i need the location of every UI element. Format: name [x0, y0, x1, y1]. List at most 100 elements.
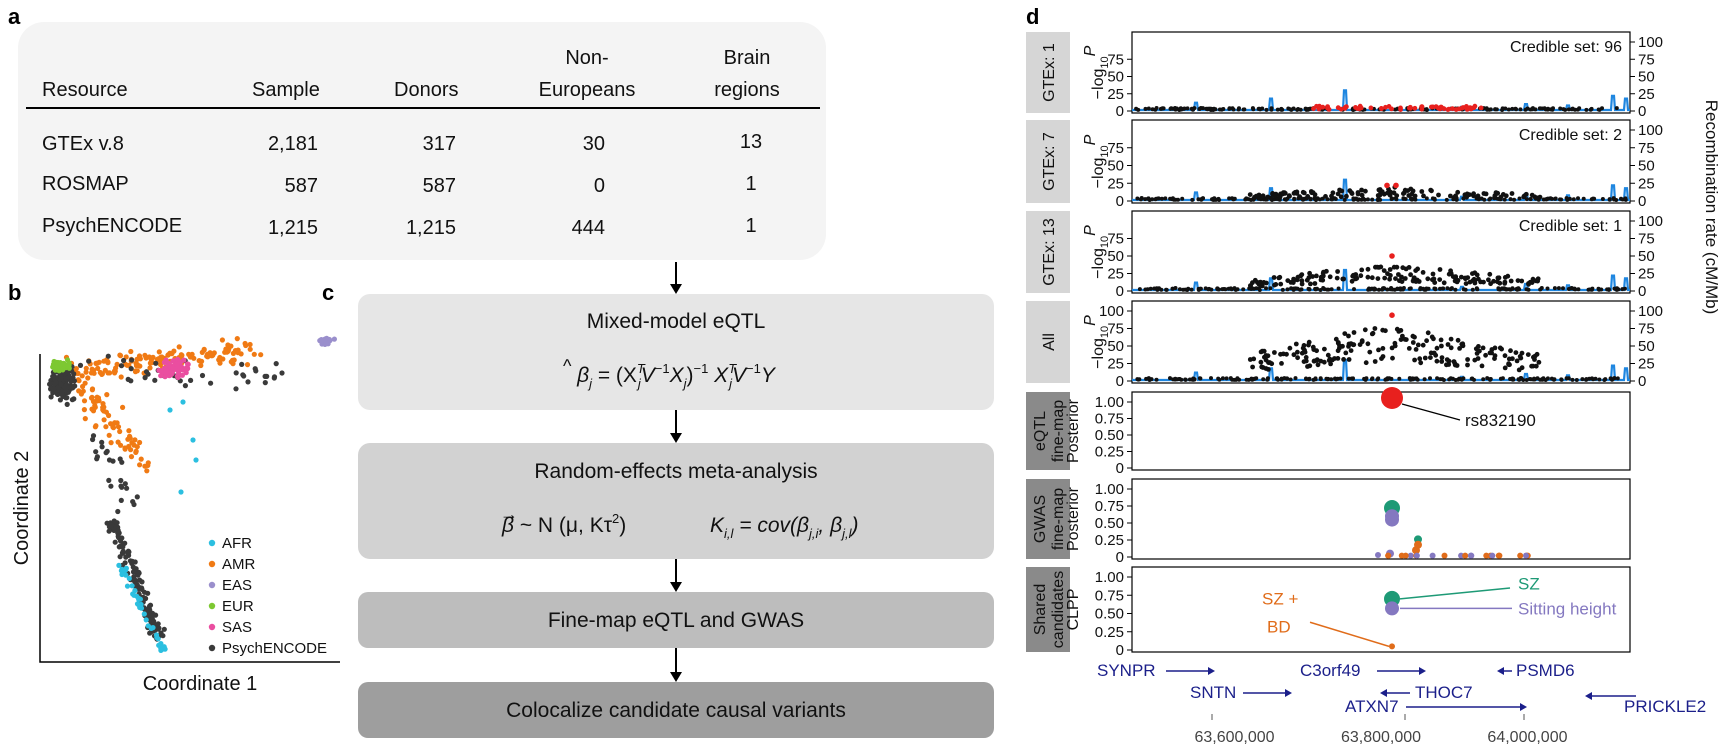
snp-point [1197, 376, 1202, 381]
callout-line-sz [1399, 587, 1511, 600]
snp-point [1260, 106, 1265, 111]
snp-point [1266, 367, 1271, 372]
snp-point [1285, 287, 1290, 292]
snp-point [1272, 193, 1278, 199]
scatter-point [81, 398, 88, 404]
tick-label: 100 [1638, 34, 1663, 51]
scatter-xlabel: Coordinate 1 [143, 673, 258, 695]
scatter-point [58, 362, 64, 368]
snp-point [1517, 196, 1522, 201]
snp-point [1500, 108, 1505, 112]
gene-label: SNTN [1190, 683, 1236, 702]
scatter-point [279, 370, 285, 376]
scatter-point [106, 477, 112, 483]
scatter-point [106, 528, 112, 534]
snp-point [1430, 271, 1436, 277]
ylabel-logp: −log10P [1082, 134, 1111, 188]
gwas-posterior-point [1441, 552, 1448, 559]
scatter-point [100, 404, 106, 411]
scatter-point [145, 590, 151, 596]
snp-point [1406, 265, 1412, 270]
snp-point [1596, 286, 1601, 291]
trait-label-szbd: SZ + [1262, 590, 1298, 609]
snp-point [1584, 107, 1589, 112]
snp-point [1551, 106, 1555, 111]
snp-point [1431, 276, 1437, 282]
scatter-point [129, 583, 135, 589]
credible-snp [1342, 106, 1348, 111]
snp-point [1464, 194, 1469, 200]
snp-point [1535, 278, 1540, 284]
snp-point [1496, 286, 1501, 291]
snp-point [1297, 194, 1302, 200]
snp-point [1558, 197, 1562, 202]
snp-point [1279, 107, 1284, 112]
scatter-point [112, 539, 118, 545]
snp-point [1573, 107, 1577, 112]
table-header-non-europeans: Non-Europeans [539, 47, 636, 101]
tick-label: 0 [1116, 283, 1124, 300]
scatter-point [128, 366, 134, 372]
snp-point [1153, 197, 1158, 202]
snp-point [1513, 350, 1519, 355]
snp-point [1182, 106, 1187, 111]
snp-point [1445, 342, 1451, 347]
row-label: eQTLfine-map [1032, 400, 1067, 462]
workflow-step-title: Random-effects meta-analysis [534, 460, 817, 483]
table-cell-resource: ROSMAP [42, 173, 129, 195]
row-strip [1026, 301, 1070, 383]
snp-point [1280, 287, 1285, 292]
ylabel-posterior: Posterior [1065, 486, 1082, 551]
snp-point [1508, 377, 1513, 381]
snp-point [1548, 196, 1553, 201]
snp-point [1197, 107, 1202, 111]
snp-point [1390, 355, 1395, 361]
scatter-point [137, 462, 143, 468]
snp-point [1485, 107, 1490, 112]
snp-point [1478, 279, 1483, 285]
snp-point [1183, 377, 1188, 382]
snp-point [1497, 280, 1503, 286]
snp-point [1232, 286, 1237, 291]
snp-point [1363, 360, 1369, 366]
snp-point [1252, 376, 1257, 381]
snp-point [1306, 339, 1312, 345]
scatter-point [115, 533, 121, 540]
tick-label: 0.25 [1095, 444, 1124, 461]
gene-annotation: PRICKLE2 [1585, 692, 1706, 716]
tick-label: 25 [1107, 356, 1124, 373]
scatter-point [208, 380, 214, 386]
snp-point [1612, 376, 1617, 381]
snp-point [1380, 287, 1385, 292]
tick-label: 0 [1638, 373, 1646, 390]
scatter-point [258, 352, 264, 358]
snp-point [1570, 377, 1575, 382]
row-label: GTEx: 13 [1041, 218, 1058, 286]
panel-label-c: c [322, 280, 334, 305]
scatter-point [64, 395, 70, 401]
gwas-posterior-point [1412, 546, 1420, 555]
credible-snp [1439, 105, 1444, 111]
snp-point [1470, 287, 1475, 292]
snp-point [1456, 377, 1461, 382]
snp-point [1287, 345, 1293, 351]
snp-point [1354, 196, 1359, 201]
row-label: All [1041, 333, 1058, 351]
scatter-point [118, 374, 124, 380]
scatter-point [161, 644, 167, 650]
legend-label: PsychENCODE [222, 640, 327, 657]
scatter-point [100, 401, 106, 407]
snp-point [1343, 350, 1349, 356]
credible-snp [1368, 105, 1374, 111]
snp-point [1206, 287, 1211, 292]
snp-point [1472, 280, 1478, 286]
legend-swatch [208, 602, 216, 610]
scatter-point [130, 499, 136, 505]
credible-snp [1389, 106, 1394, 112]
snp-point [1519, 278, 1525, 284]
table-cell-sample: 587 [285, 175, 318, 197]
snp-point [1392, 343, 1398, 349]
scatter-point [66, 374, 72, 380]
tick-label: 1.00 [1095, 394, 1124, 411]
table-cell-non-europeans: 0 [594, 175, 605, 197]
